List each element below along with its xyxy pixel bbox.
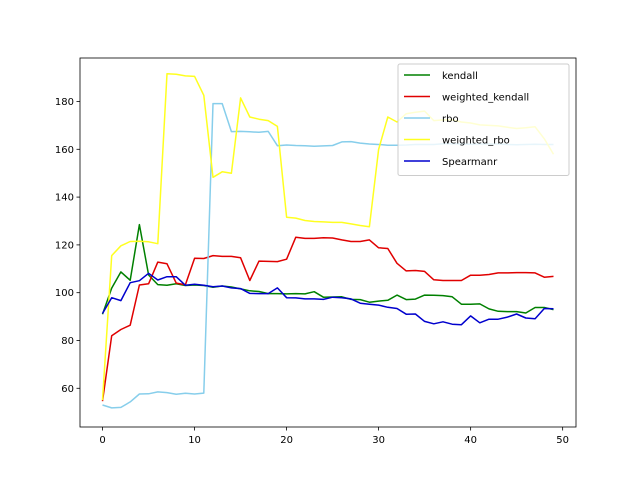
- y-tick-label: 180: [55, 97, 74, 108]
- y-tick-label: 120: [55, 240, 74, 251]
- legend-label: weighted_kendall: [442, 93, 529, 104]
- y-tick-label: 160: [55, 145, 74, 156]
- y-tick-label: 100: [55, 288, 74, 299]
- y-axis: 60 80 100 120 140 160 180: [55, 97, 80, 395]
- y-tick-label: 80: [61, 336, 74, 347]
- series-line-weighted-kendall: [101, 236, 554, 402]
- y-tick-label: 60: [61, 384, 74, 395]
- y-tick-label: 140: [55, 193, 74, 204]
- x-tick-label: 20: [280, 435, 293, 446]
- x-tick-label: 0: [99, 435, 105, 446]
- legend-label: weighted_rbo: [442, 136, 510, 147]
- x-tick-label: 30: [372, 435, 385, 446]
- x-tick-label: 50: [556, 435, 569, 446]
- x-tick-label: 10: [188, 435, 201, 446]
- x-axis: 0 10 20 30 40 50: [99, 427, 569, 446]
- legend-label: rbo: [442, 114, 459, 125]
- legend-box: [397, 63, 570, 176]
- legend-label: Spearmanr: [442, 157, 498, 168]
- legend-label: kendall: [442, 71, 478, 82]
- series-line-spearmanr: [101, 272, 554, 326]
- x-tick-label: 40: [464, 435, 477, 446]
- axes-frame: [79, 57, 577, 428]
